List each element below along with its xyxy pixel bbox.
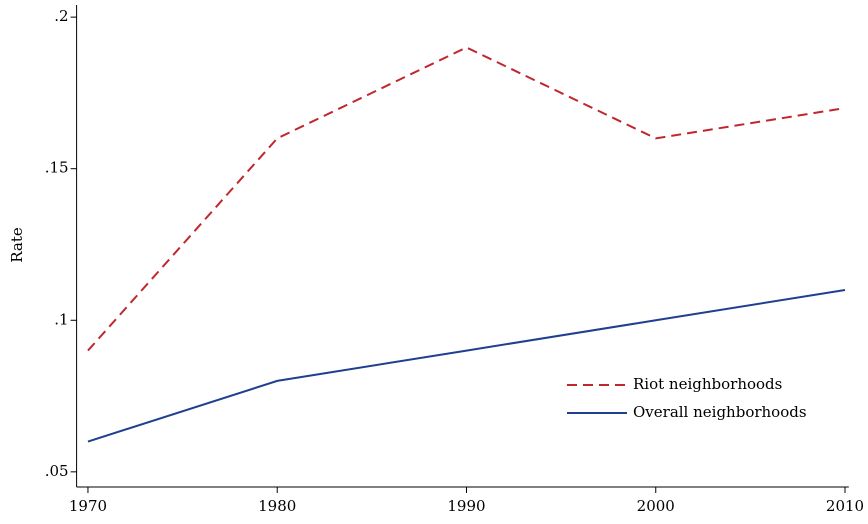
legend-label: Overall neighborhoods [633,403,807,421]
legend-label: Riot neighborhoods [633,375,782,393]
data-line [87,46,846,352]
y-tick-label: .1 [54,310,68,328]
y-tick-label: .2 [54,7,68,25]
y-axis-label: Rate [8,227,26,263]
data-line [87,288,846,443]
x-tick-label: 2010 [826,497,864,515]
x-tick-label: 1980 [258,497,296,515]
y-tick-label: .05 [45,462,69,480]
y-tick-label: .15 [45,159,69,177]
x-tick-label: 1990 [447,497,485,515]
x-tick-label: 1970 [69,497,107,515]
x-tick-label: 2000 [637,497,675,515]
